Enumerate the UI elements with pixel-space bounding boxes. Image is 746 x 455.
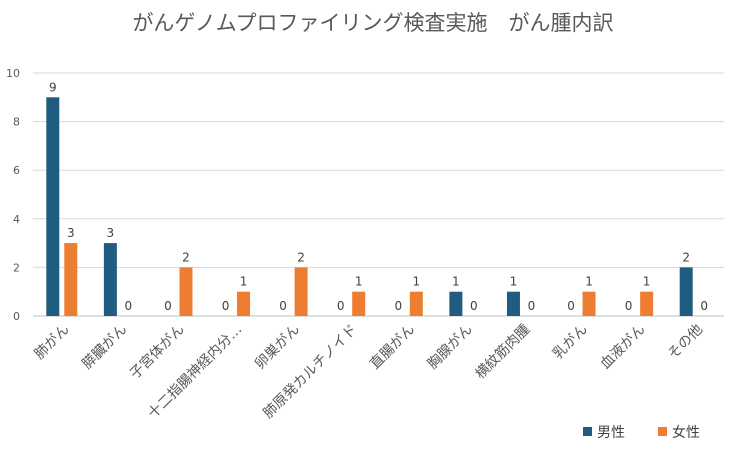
data-label: 0 — [567, 299, 575, 313]
data-label: 1 — [412, 275, 420, 289]
bar-female — [640, 291, 654, 316]
x-tick-label: 胸腺がん — [425, 322, 476, 373]
x-tick-label: 直腸がん — [367, 321, 419, 373]
legend-label: 男性 — [597, 425, 625, 441]
y-tick-label: 8 — [13, 116, 20, 129]
data-label: 0 — [394, 299, 402, 313]
bar-male — [506, 291, 520, 316]
data-label: 0 — [279, 299, 287, 313]
data-label: 1 — [355, 275, 363, 289]
x-tick-label: 血液がん — [598, 322, 649, 373]
bar-male — [679, 267, 693, 316]
legend-swatch — [583, 427, 592, 436]
data-label: 2 — [682, 250, 690, 264]
y-tick-label: 0 — [13, 310, 20, 323]
data-label: 0 — [700, 299, 708, 313]
data-label: 0 — [164, 299, 172, 313]
data-label: 1 — [585, 275, 593, 289]
y-tick-label: 10 — [6, 67, 20, 80]
data-label: 0 — [222, 299, 230, 313]
y-tick-label: 4 — [13, 213, 20, 226]
y-tick-label: 6 — [13, 164, 20, 177]
bar-female — [64, 243, 78, 316]
data-label: 0 — [125, 299, 133, 313]
x-tick-label: 肺がん — [32, 322, 73, 363]
x-tick-label: 乳がん — [550, 322, 591, 363]
data-label: 0 — [337, 299, 345, 313]
x-tick-label: 膵臓がん — [79, 322, 130, 373]
y-axis: 0 2 4 6 8 10 — [6, 67, 20, 323]
legend: 男性 女性 — [583, 424, 700, 441]
bar-female — [352, 291, 366, 316]
data-label: 0 — [625, 299, 633, 313]
bar-female — [237, 291, 251, 316]
legend-swatch — [658, 427, 667, 436]
bar-female — [294, 267, 308, 316]
data-label: 0 — [528, 299, 536, 313]
bar-female — [582, 291, 596, 316]
gridlines — [33, 72, 724, 317]
bar-female — [409, 291, 423, 316]
data-label: 3 — [107, 226, 115, 240]
data-label: 1 — [452, 275, 460, 289]
data-label: 2 — [182, 250, 190, 264]
x-tick-label: その他 — [665, 322, 706, 363]
y-tick-label: 2 — [13, 261, 20, 274]
data-label: 0 — [470, 299, 478, 313]
x-tick-label: 横紋筋肉腫 — [472, 321, 534, 383]
data-label: 1 — [643, 275, 651, 289]
bar-male — [449, 291, 463, 316]
data-label: 1 — [510, 275, 518, 289]
data-label: 1 — [240, 275, 248, 289]
data-label: 9 — [49, 80, 57, 94]
data-label: 2 — [297, 250, 305, 264]
chart-title: がんゲノムプロファイリング検査実施 がん腫内訳 — [132, 11, 613, 35]
data-label: 3 — [67, 226, 75, 240]
bar-male — [103, 243, 117, 316]
x-tick-label: 子宮体がん — [127, 322, 188, 383]
x-tick-label: 卵巣がん — [252, 322, 303, 373]
legend-label: 女性 — [672, 424, 700, 441]
bar-male — [46, 97, 60, 316]
bar-female — [179, 267, 193, 316]
